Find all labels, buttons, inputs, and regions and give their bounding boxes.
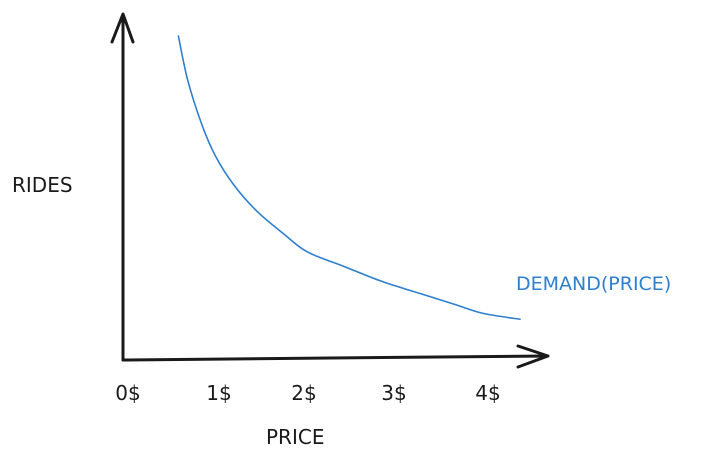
- y-axis-arrowhead: [110, 12, 135, 44]
- x-tick-label: 0$: [115, 381, 140, 405]
- x-tick-labels: 0$ 1$ 2$ 3$ 4$: [115, 381, 500, 405]
- x-axis: [121, 354, 548, 362]
- x-tick-label: 1$: [206, 381, 231, 405]
- x-tick-label: 4$: [475, 381, 500, 405]
- y-axis-label: RIDES: [12, 173, 73, 197]
- x-tick-label: 3$: [381, 381, 406, 405]
- series-label-demand: DEMAND(PRICE): [516, 273, 671, 295]
- x-axis-label: PRICE: [266, 425, 324, 449]
- x-tick-label: 2$: [291, 381, 316, 405]
- x-axis-arrowhead: [516, 344, 550, 369]
- demand-curve: [177, 35, 521, 320]
